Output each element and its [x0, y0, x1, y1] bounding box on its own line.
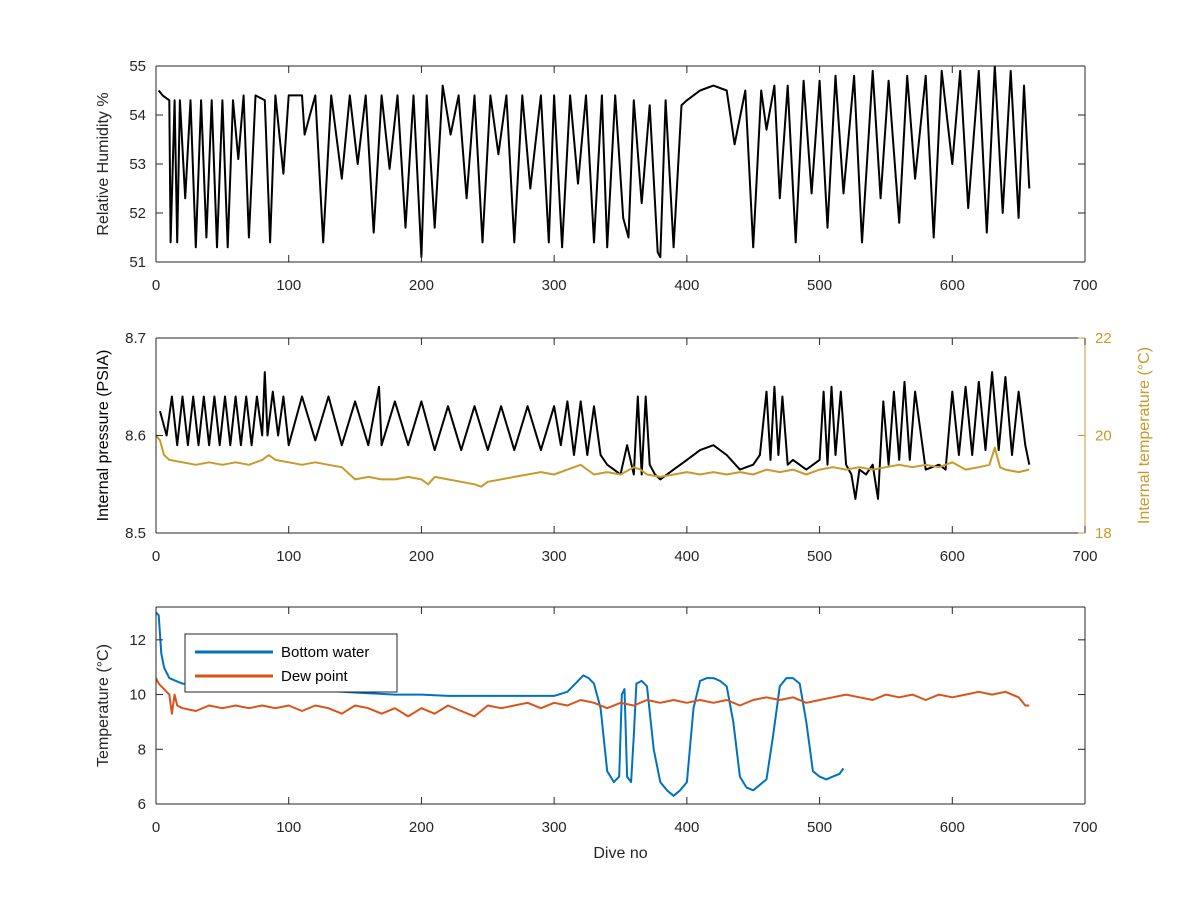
x-tick-label: 100 [276, 548, 301, 565]
x-tick-label: 200 [409, 548, 434, 565]
y-tick-label: 52 [129, 205, 146, 222]
x-tick-label: 100 [276, 277, 301, 294]
x-tick-label: 500 [807, 277, 832, 294]
y-tick-label: 8.5 [125, 525, 146, 542]
x-tick-label: 100 [276, 819, 301, 836]
x-tick-label: 200 [409, 819, 434, 836]
x-tick-label: 300 [542, 277, 567, 294]
x-tick-label: 400 [674, 277, 699, 294]
x-tick-label: 700 [1072, 277, 1097, 294]
legend: Bottom water Dew point [184, 633, 398, 693]
y-tick-label: 51 [129, 254, 146, 271]
y-tick-label: 54 [129, 107, 146, 124]
y2-tick-label: 22 [1095, 330, 1112, 347]
y2-axis-label: Internal temperature (°C) [1136, 347, 1153, 524]
x-tick-label: 0 [152, 819, 160, 836]
x-tick-label: 0 [152, 548, 160, 565]
x-tick-label: 400 [674, 819, 699, 836]
series-line-1-1 [157, 66, 1031, 259]
y2-tick-label: 20 [1095, 428, 1112, 445]
legend-box [184, 633, 398, 693]
legend-entry: Dew point [281, 668, 349, 685]
y2-tick-label: 18 [1095, 525, 1112, 542]
y-tick-label: 53 [129, 156, 146, 173]
y-tick-label: 8.6 [125, 428, 146, 445]
y-axis-label: Temperature (°C) [95, 644, 112, 767]
y-axis-label: Internal pressure (PSIA) [95, 350, 112, 522]
panel-3: 0 100 200 300 400 500 600 700 6 8 10 12 Temperature … [95, 606, 1098, 862]
panel-2: 0 100 200 300 400 500 600 700 8.5 8.6 8.7 18 20 22 Int… [95, 330, 1153, 565]
x-tick-label: 400 [674, 548, 699, 565]
y-tick-label: 8 [138, 741, 146, 758]
y-tick-label: 12 [129, 632, 146, 649]
y-tick-label: 10 [129, 687, 146, 704]
x-tick-label: 300 [542, 548, 567, 565]
x-axis-label: Dive no [593, 845, 647, 862]
x-tick-label: 600 [940, 277, 965, 294]
x-tick-label: 500 [807, 819, 832, 836]
x-tick-label: 700 [1072, 548, 1097, 565]
legend-entry: Bottom water [281, 644, 369, 661]
x-tick-label: 0 [152, 277, 160, 294]
x-tick-label: 300 [542, 819, 567, 836]
y-tick-label: 55 [129, 58, 146, 75]
series-line-2-1 [159, 371, 1031, 500]
x-tick-label: 700 [1072, 819, 1097, 836]
series-line-2-2 [156, 434, 1030, 488]
y-axis-label: Relative Humidity % [95, 92, 112, 235]
x-tick-label: 500 [807, 548, 832, 565]
y-tick-label: 6 [138, 796, 146, 813]
y-tick-label: 8.7 [125, 330, 146, 347]
x-tick-label: 600 [940, 819, 965, 836]
x-tick-label: 200 [409, 277, 434, 294]
series-line-3-2 [156, 677, 1030, 718]
panel-1: 0 100 200 300 400 500 600 700 51 52 53 54 55 Relative… [95, 58, 1098, 294]
x-tick-label: 600 [940, 548, 965, 565]
